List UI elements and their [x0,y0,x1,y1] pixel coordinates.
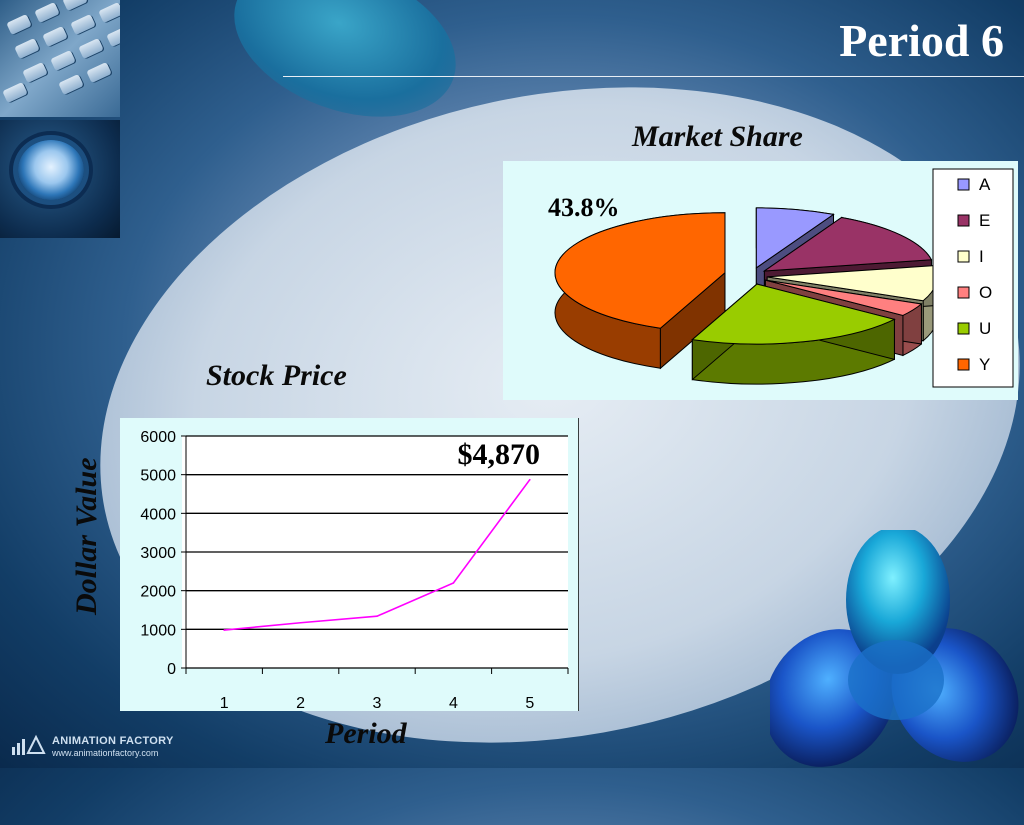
logo-name: ANIMATION FACTORY [52,735,174,747]
legend-swatch [957,322,970,335]
legend-item-i: I [957,247,984,266]
logo-url: www.animationfactory.com [52,748,159,758]
legend-label: Y [979,355,990,374]
legend-label: A [979,175,991,194]
line-annotation: $4,870 [458,438,541,471]
y-axis-label: Dollar Value [70,457,103,615]
y-tick-label: 5000 [140,468,176,485]
pie-data-label: 43.8% [548,193,620,222]
knob-photo [0,120,120,238]
y-tick-label: 2000 [140,584,176,601]
x-tick-label: 3 [373,695,382,711]
y-tick-label: 1000 [140,622,176,639]
line-chart-svg: 0 1000 2000 3000 4000 5000 6000 1 2 3 4 5 $4,870 [140,418,580,712]
legend-item-e: E [957,211,990,230]
x-tick-label: 1 [220,695,229,711]
x-tick-label: 4 [449,695,458,711]
pie-legend-box [932,168,1014,388]
pie-slice-u [691,282,896,385]
line-axes: 0 1000 2000 3000 4000 5000 6000 1 2 3 4 5 [140,429,569,712]
y-tick-label: 4000 [140,506,176,523]
x-tick-label: 2 [296,695,305,711]
legend-item-u: U [957,319,991,338]
data-point [223,629,225,631]
line-series [223,478,531,631]
x-axis-label: Period [325,717,407,750]
y-tick-label: 0 [167,661,176,678]
legend-label: O [979,283,992,302]
y-tick-label: 6000 [140,429,176,446]
legend-item-y: Y [957,355,990,374]
legend-swatch [957,178,970,191]
slide-title: Period 6 [839,15,1004,66]
legend-swatch [957,214,970,227]
legend-swatch [957,286,970,299]
y-tick-label: 3000 [140,545,176,562]
trefoil-decoration [770,530,1019,767]
title-divider [283,76,1024,77]
legend-label: I [979,247,984,266]
stock-price-chart: 0 1000 2000 3000 4000 5000 6000 1 2 3 4 5 $4,870 [120,418,580,712]
pie-slices [554,207,938,385]
legend-item-a: A [957,175,991,194]
pie-chart-title: Market Share [632,120,803,153]
logo-icon [12,734,46,755]
pie-slice-y [554,212,726,370]
keypad-photo [0,0,120,117]
data-point [376,615,378,617]
legend-label: U [979,319,991,338]
legend-label: E [979,211,990,230]
data-point [299,621,302,624]
x-tick-label: 5 [525,695,534,711]
data-point [529,478,531,481]
legend-item-o: O [957,283,992,302]
line-chart-title: Stock Price [206,359,347,392]
data-point [452,582,455,584]
legend-swatch [957,250,970,263]
legend-swatch [957,358,970,371]
